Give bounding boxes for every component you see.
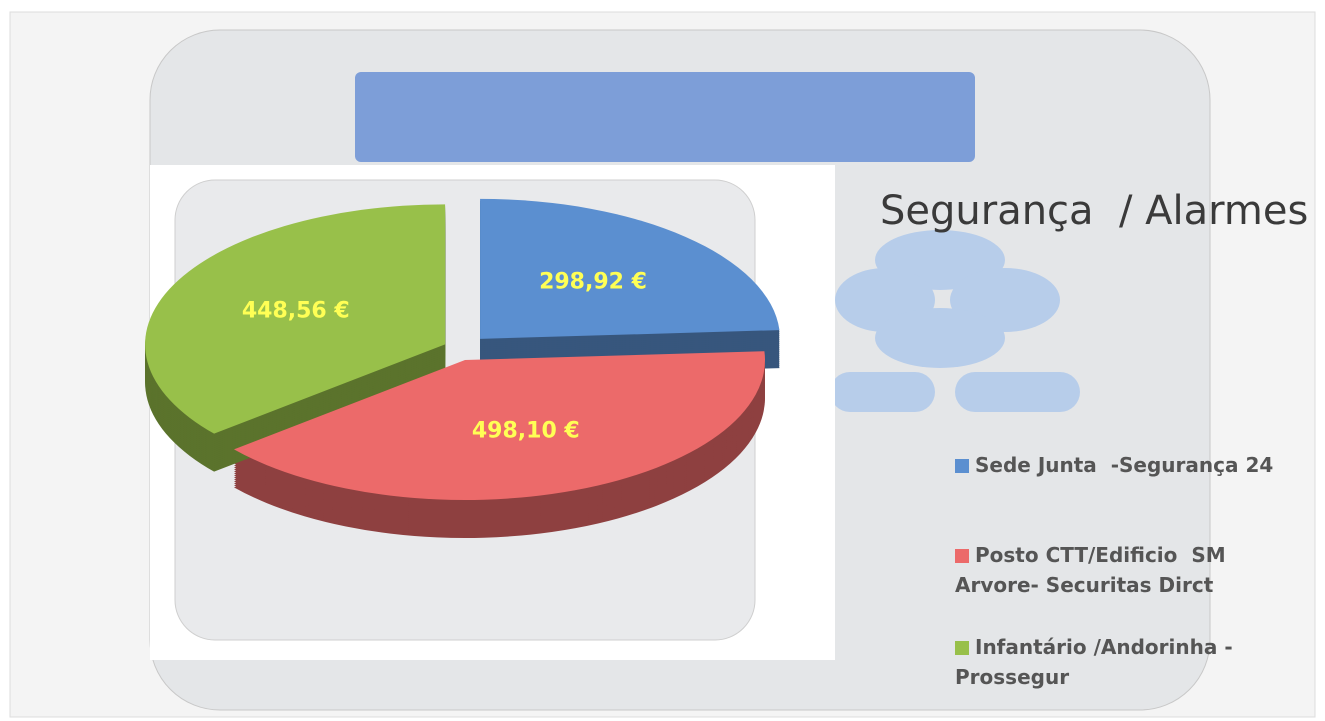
legend-label: Infantário /Andorinha - Prossegur [955,635,1240,689]
pie-slice [480,198,780,339]
legend-swatch [955,549,969,563]
legend-label: Sede Junta -Segurança 24 [975,453,1274,477]
legend-item: Sede Junta -Segurança 24 [955,450,1300,480]
legend-label: Posto CTT/Edificio SM Arvore- Securitas … [955,543,1233,597]
data-label: 298,92 € [539,270,647,295]
chart-title: Segurança / Alarmes [880,188,1309,234]
pie: 298,92 € 498,10 € 448,56 € [145,198,780,538]
data-label: 448,56 € [242,299,350,324]
pie-slice [233,351,765,500]
pie-slice [145,204,446,434]
keypad-button [875,308,1005,368]
legend-swatch [955,459,969,473]
legend-item: Infantário /Andorinha - Prossegur [955,632,1300,692]
data-label: 498,10 € [472,419,580,444]
keypad-button [955,372,1080,412]
legend-swatch [955,641,969,655]
keypad-screen [355,72,975,162]
legend-item: Posto CTT/Edificio SM Arvore- Securitas … [955,540,1300,600]
keypad-button [830,372,935,412]
